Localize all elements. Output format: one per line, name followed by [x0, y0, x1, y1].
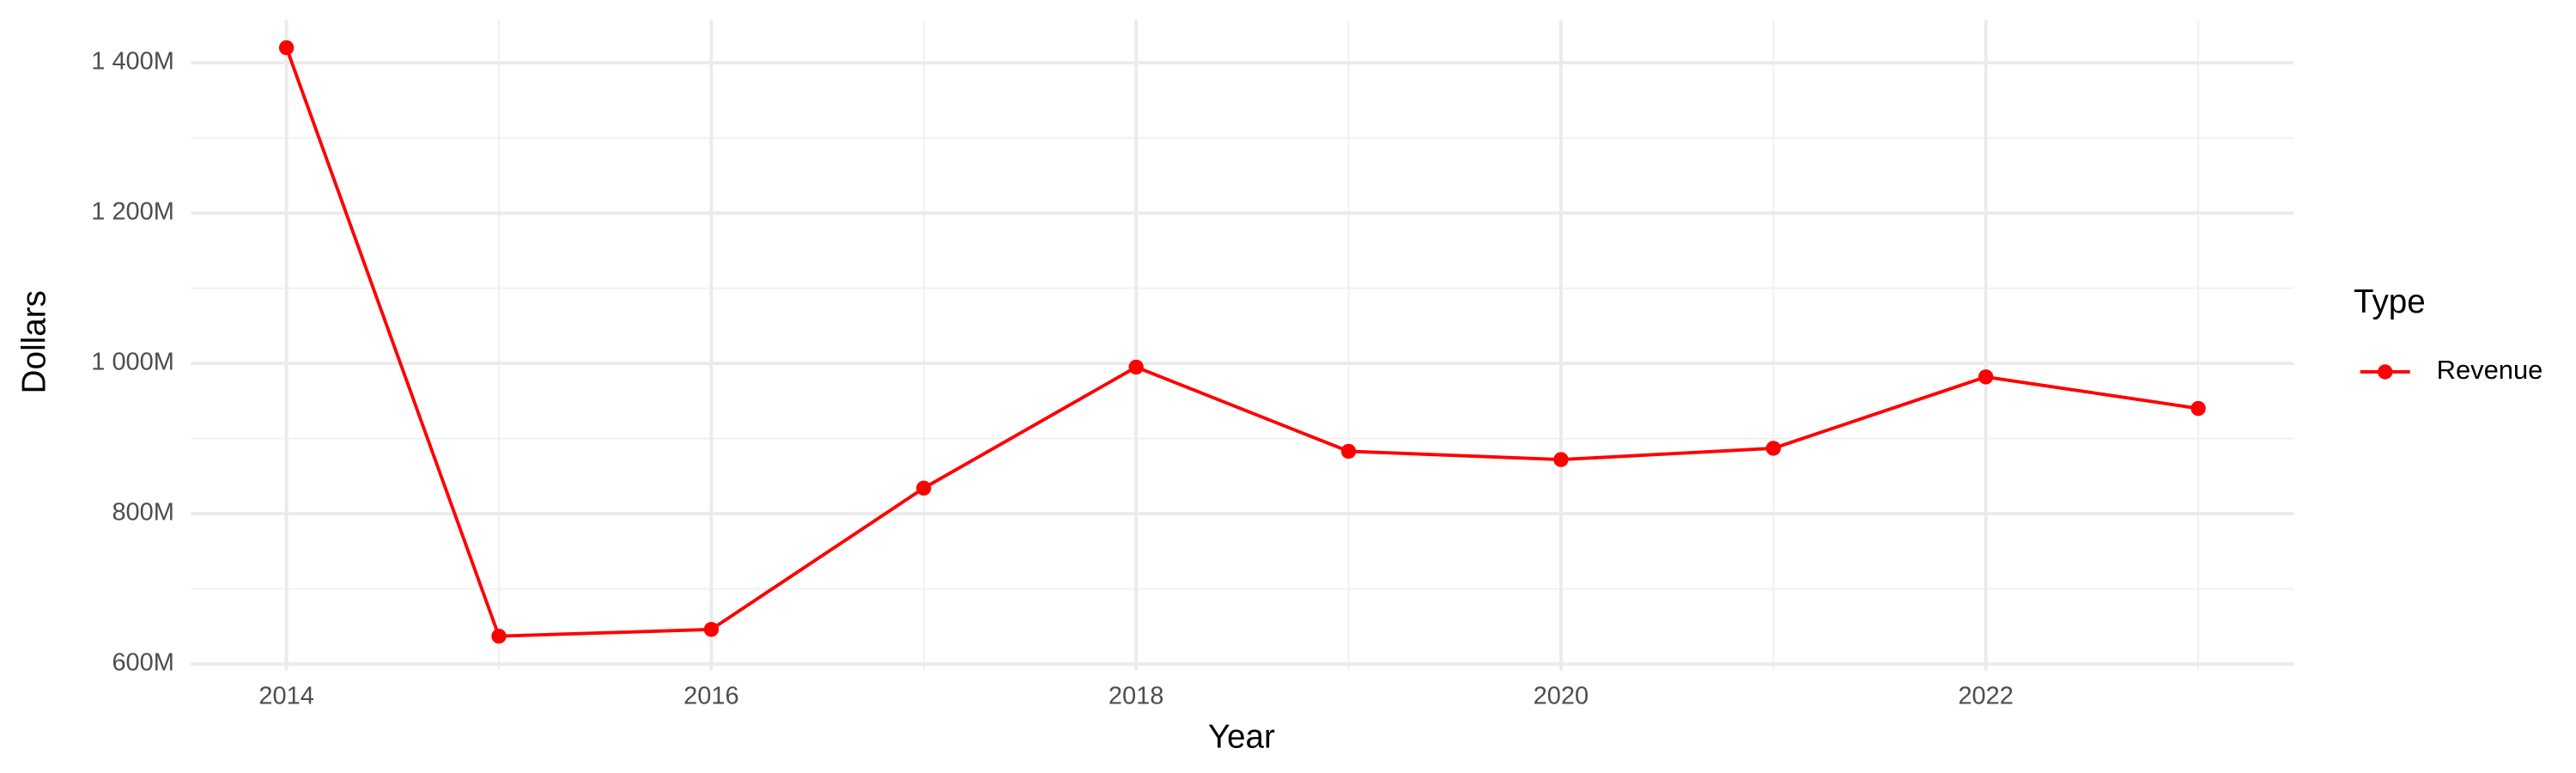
data-point [1553, 452, 1569, 467]
y-axis-title: Dollars [16, 290, 53, 393]
data-point [1765, 441, 1782, 456]
x-tick-label: 2018 [1109, 683, 1163, 710]
data-point [2190, 400, 2206, 417]
legend-title: Type [2354, 283, 2426, 320]
data-point [1128, 359, 1144, 375]
y-tick-label: 1 000M [91, 349, 174, 376]
x-tick-label: 2014 [258, 683, 313, 710]
y-tick-label: 1 400M [91, 48, 174, 76]
x-axis-title: Year [1208, 718, 1275, 755]
data-point [916, 480, 932, 496]
data-point [1978, 369, 1994, 385]
y-tick-label: 600M [112, 649, 174, 677]
x-tick-label: 2016 [683, 683, 738, 710]
data-point [1340, 443, 1357, 460]
legend-label: Revenue [2437, 355, 2543, 385]
data-point [703, 622, 720, 637]
y-tick-label: 800M [112, 499, 174, 526]
x-tick-label: 2020 [1534, 683, 1589, 710]
data-point [278, 40, 295, 56]
data-point [491, 628, 507, 644]
data-line [284, 46, 2199, 638]
x-tick-label: 2022 [1958, 683, 2013, 710]
legend-point [2378, 364, 2393, 380]
y-tick-label: 1 200M [91, 198, 174, 226]
